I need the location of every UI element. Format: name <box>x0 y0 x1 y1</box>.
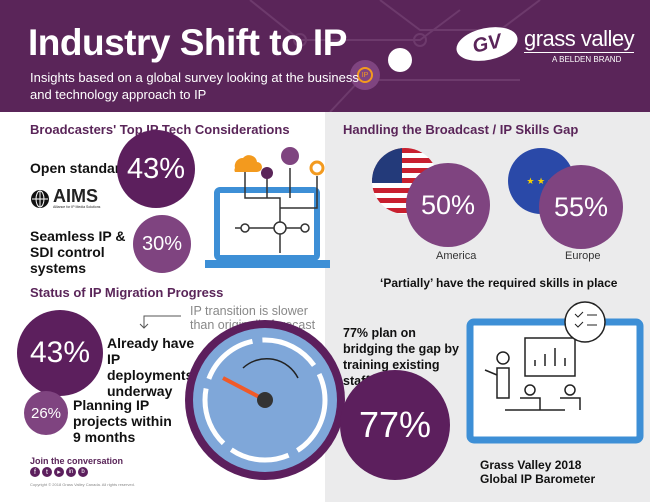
consideration-value-circle: 30% <box>133 215 191 273</box>
gear-icon <box>281 147 299 165</box>
consideration-value-circle: 43% <box>117 130 195 208</box>
migration-value-circle: 26% <box>24 391 68 435</box>
twitter-icon[interactable]: t <box>42 467 52 477</box>
page-title: Industry Shift to IP <box>28 22 347 63</box>
training-value-circle: 77% <box>340 370 450 480</box>
migration-value-circle: 43% <box>17 310 103 396</box>
migration-heading: Status of IP Migration Progress <box>30 285 224 300</box>
consideration-label: Open standards <box>30 160 137 176</box>
linkedin-icon[interactable]: in <box>66 467 76 477</box>
skills-caption: ‘Partially’ have the required skills in … <box>380 276 618 290</box>
pin-icon <box>309 160 325 176</box>
arrow-icon <box>139 315 181 329</box>
ip-pin-label: IP <box>357 67 373 83</box>
consideration-label: Seamless IP & SDI control systems <box>30 228 126 276</box>
brand-name: grass valley <box>524 26 635 51</box>
circuit-pattern <box>249 0 541 112</box>
brand-tagline: A BELDEN BRAND <box>552 55 622 64</box>
migration-label: Already have IP deployments underway <box>107 335 195 399</box>
america-value-circle: 50% <box>406 163 490 247</box>
page-subtitle: Insights based on a global survey lookin… <box>30 70 359 102</box>
globe-icon <box>31 189 49 208</box>
speed-gauge-illustration <box>185 320 345 480</box>
youtube-icon[interactable]: ▸ <box>54 467 64 477</box>
brand-logo: GV grass valley A BELDEN BRAND <box>453 21 636 67</box>
considerations-heading: Broadcasters' Top IP Tech Considerations <box>30 122 290 137</box>
blog-icon[interactable]: b <box>78 467 88 477</box>
training-tablet-illustration <box>466 301 644 444</box>
copyright: Copyright © 2018 Grass Valley Canada. Al… <box>30 482 135 487</box>
source-label: Grass Valley 2018 Global IP Barometer <box>480 458 596 486</box>
gv-logo-icon: GV <box>453 21 521 67</box>
network-diagram-illustration <box>205 147 330 268</box>
europe-value-circle: 55% <box>539 165 623 249</box>
social-icons: f t ▸ in b <box>30 467 88 477</box>
aims-wordmark: AIMS <box>53 186 98 206</box>
cloud-icon <box>234 155 262 172</box>
training-text: 77% plan on bridging the gap by training… <box>343 326 459 388</box>
pie-icon <box>261 167 273 179</box>
header: IP Industry Shift to IP Insights based o… <box>0 0 650 112</box>
skills-heading: Handling the Broadcast / IP Skills Gap <box>343 122 579 137</box>
checklist-icon <box>564 301 606 343</box>
aims-logo: AIMS Alliance for IP Media Solutions <box>30 186 101 209</box>
ip-pin-icon: IP <box>350 60 380 90</box>
america-label: America <box>436 250 477 262</box>
join-conversation: Join the conversation <box>30 456 124 466</box>
migration-label: Planning IP projects within 9 months <box>73 397 172 445</box>
europe-label: Europe <box>565 250 601 262</box>
aims-tagline: Alliance for IP Media Solutions <box>53 205 101 209</box>
facebook-icon[interactable]: f <box>30 467 40 477</box>
